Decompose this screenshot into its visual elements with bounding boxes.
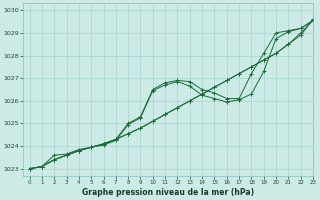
X-axis label: Graphe pression niveau de la mer (hPa): Graphe pression niveau de la mer (hPa) — [82, 188, 254, 197]
